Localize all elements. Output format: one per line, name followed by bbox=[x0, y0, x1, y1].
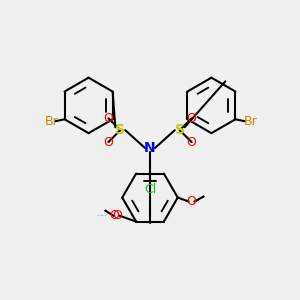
Text: Cl: Cl bbox=[144, 183, 156, 196]
Text: O: O bbox=[103, 112, 113, 125]
Text: S: S bbox=[115, 123, 125, 137]
Text: N: N bbox=[144, 141, 156, 155]
Text: O: O bbox=[187, 112, 196, 125]
Text: O: O bbox=[187, 136, 196, 148]
Text: O: O bbox=[112, 209, 122, 222]
Text: O: O bbox=[103, 136, 113, 148]
Text: O: O bbox=[187, 195, 196, 208]
Text: methoxy: methoxy bbox=[100, 214, 107, 216]
Text: S: S bbox=[175, 123, 185, 137]
Text: O: O bbox=[110, 209, 119, 222]
Text: methoxy: methoxy bbox=[97, 215, 103, 216]
Text: Br: Br bbox=[44, 115, 58, 128]
Text: Br: Br bbox=[244, 115, 258, 128]
